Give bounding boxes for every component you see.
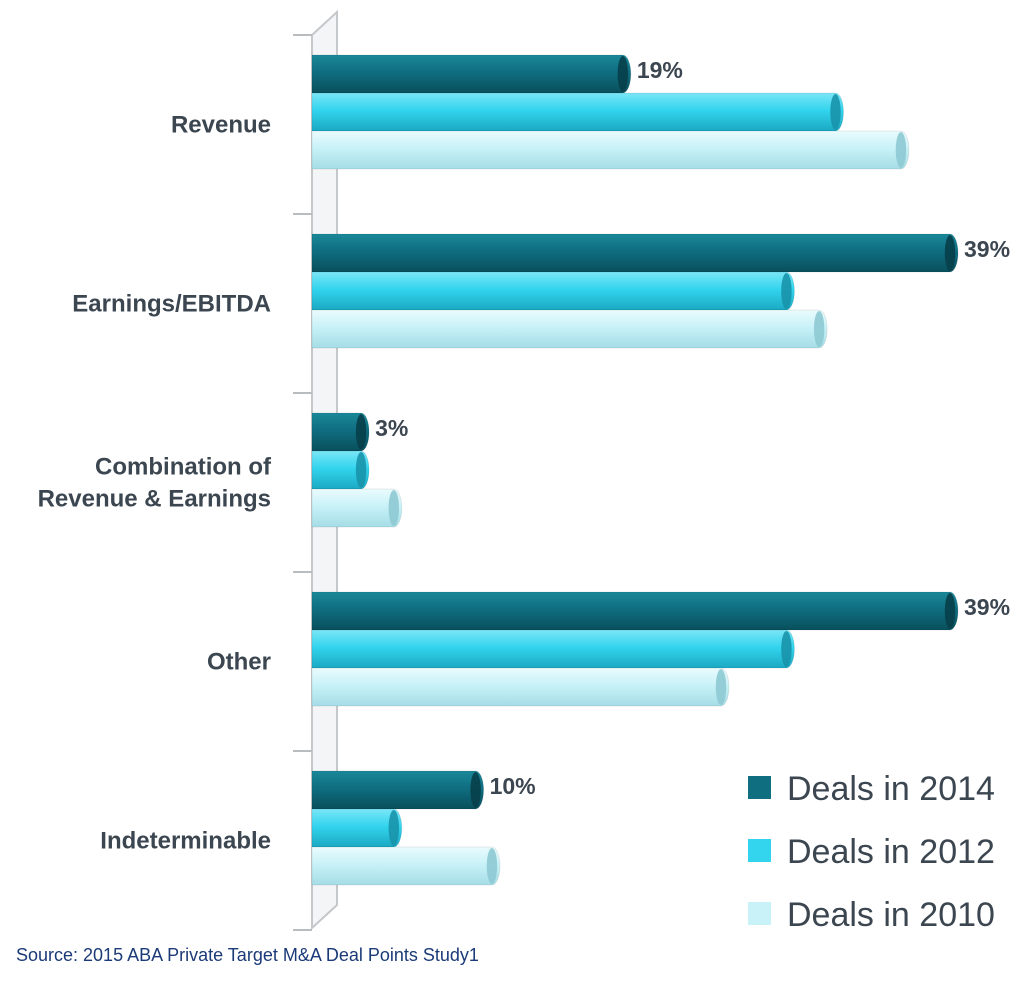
data-label: 39% [964, 236, 1010, 262]
legend-label: Deals in 2012 [787, 833, 995, 871]
bar [311, 309, 828, 349]
category-label: Earnings/EBITDA [72, 291, 271, 318]
category-label: Combination of Revenue & Earnings [38, 454, 272, 513]
bar [311, 54, 632, 94]
bar [311, 450, 370, 490]
category-axis: Revenue Earnings/EBITDA Combination of Reve… [38, 9, 338, 931]
category-label: Revenue [171, 112, 271, 139]
source-note: Source: 2015 ABA Private Target M&A Deal… [16, 945, 479, 965]
legend-item: Deals in 2012 [748, 833, 995, 871]
bar [311, 591, 959, 631]
bars [311, 54, 959, 886]
bar [311, 488, 403, 528]
legend-item: Deals in 2014 [748, 770, 995, 808]
category-label: Indeterminable [100, 828, 271, 855]
bar [311, 412, 370, 452]
legend-item: Deals in 2010 [748, 896, 995, 934]
bar [311, 233, 959, 273]
bar [311, 629, 795, 669]
bar [311, 667, 730, 707]
legend-swatch [748, 839, 771, 862]
legend: Deals in 2014 Deals in 2012 Deals in 2010 [748, 770, 995, 934]
legend-label: Deals in 2014 [787, 770, 995, 808]
data-label: 19% [637, 57, 683, 83]
data-label: 10% [490, 773, 536, 799]
category-label: Other [207, 649, 271, 676]
labels: 19% 39% 3% 39% 10% [375, 57, 1010, 799]
bar [311, 130, 910, 170]
data-label: 39% [964, 594, 1010, 620]
legend-swatch [748, 776, 771, 799]
bar [311, 271, 795, 311]
bar [311, 770, 485, 810]
legend-label: Deals in 2010 [787, 896, 995, 934]
bar [311, 92, 844, 132]
legend-swatch [748, 902, 771, 925]
data-label: 3% [375, 415, 408, 441]
bar [311, 808, 403, 848]
bar [311, 846, 501, 886]
